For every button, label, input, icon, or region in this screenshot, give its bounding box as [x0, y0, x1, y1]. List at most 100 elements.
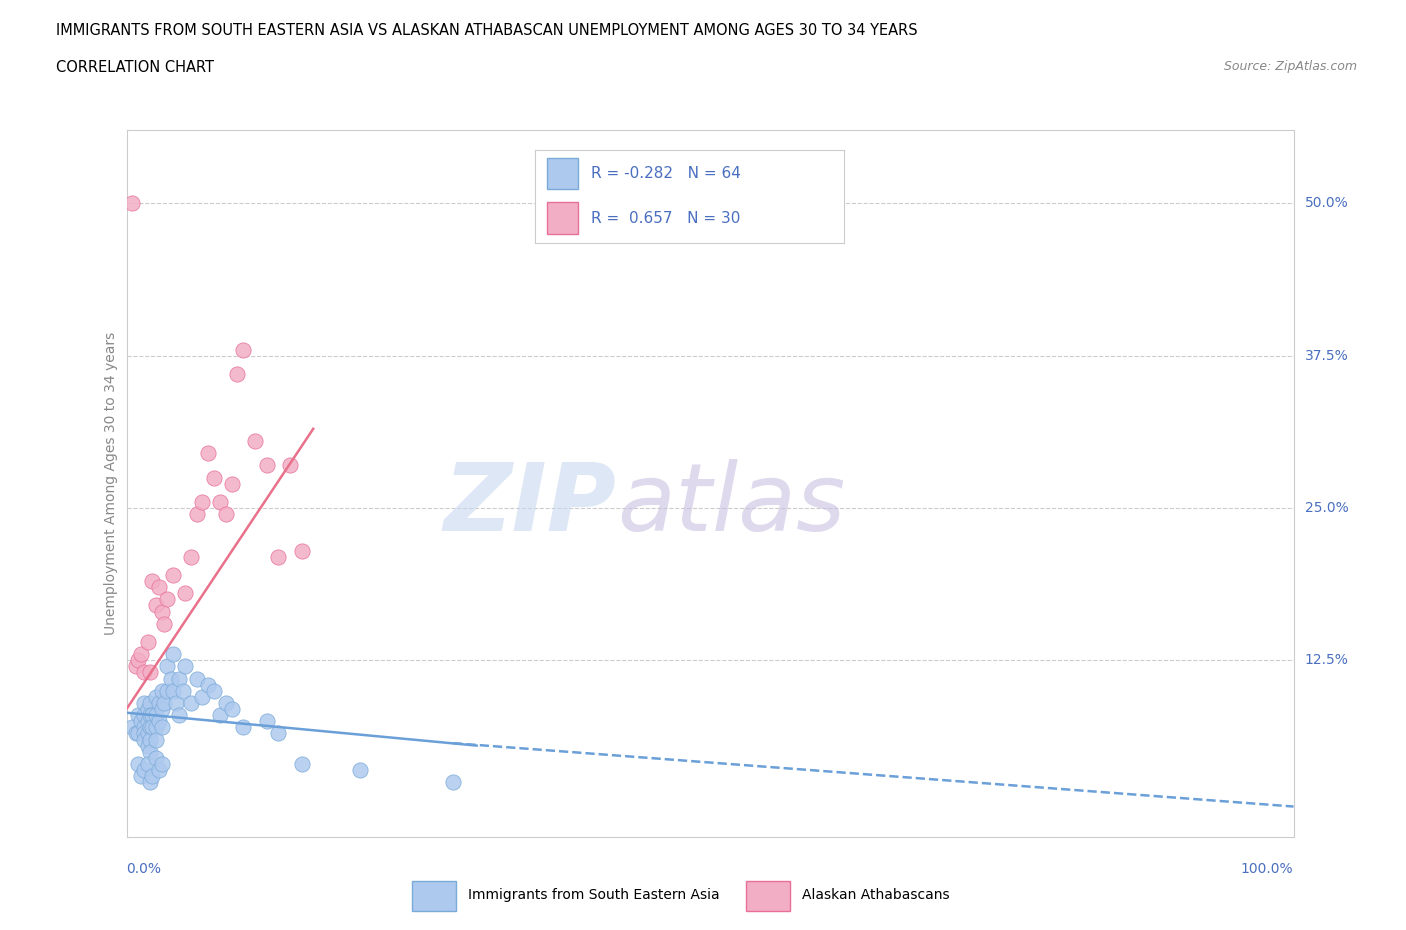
Point [139, 744, 162, 759]
Point [156, 591, 179, 606]
Point [139, 696, 162, 711]
Point [208, 708, 231, 723]
Point [127, 726, 149, 741]
FancyBboxPatch shape [547, 203, 578, 234]
Point [127, 756, 149, 771]
Point [441, 775, 464, 790]
Point [139, 732, 162, 747]
Point [121, 720, 143, 735]
Point [349, 763, 371, 777]
Point [132, 732, 155, 747]
Point [129, 714, 152, 729]
Point [162, 646, 184, 661]
Point [125, 726, 148, 741]
Point [150, 720, 173, 735]
Point [121, 196, 143, 211]
Point [215, 507, 238, 522]
Point [172, 684, 194, 698]
Text: IMMIGRANTS FROM SOUTH EASTERN ASIA VS ALASKAN ATHABASCAN UNEMPLOYMENT AMONG AGES: IMMIGRANTS FROM SOUTH EASTERN ASIA VS AL… [56, 23, 918, 38]
Point [145, 598, 167, 613]
Point [180, 696, 202, 711]
Point [174, 659, 197, 674]
Point [132, 708, 155, 723]
Text: 50.0%: 50.0% [1305, 196, 1348, 210]
Point [125, 659, 148, 674]
Point [136, 738, 159, 753]
Point [197, 445, 219, 460]
Point [129, 768, 152, 783]
Point [191, 689, 214, 704]
Point [132, 763, 155, 777]
Point [186, 507, 208, 522]
Point [162, 567, 184, 582]
Point [167, 708, 190, 723]
Point [141, 768, 163, 783]
Point [165, 696, 187, 711]
FancyBboxPatch shape [547, 158, 578, 190]
Point [136, 756, 159, 771]
Text: 25.0%: 25.0% [1305, 501, 1348, 515]
Text: R = -0.282   N = 64: R = -0.282 N = 64 [591, 166, 741, 181]
Point [129, 646, 152, 661]
Point [132, 726, 155, 741]
Point [141, 720, 163, 735]
Point [215, 696, 238, 711]
Point [221, 701, 243, 716]
Point [148, 696, 170, 711]
FancyBboxPatch shape [412, 881, 456, 911]
Point [267, 726, 290, 741]
Point [153, 696, 176, 711]
Point [141, 708, 163, 723]
Point [136, 634, 159, 649]
Point [148, 763, 170, 777]
Point [162, 684, 184, 698]
Point [221, 476, 243, 491]
Point [132, 665, 155, 680]
Point [132, 696, 155, 711]
Point [139, 720, 162, 735]
Point [167, 671, 190, 686]
Point [145, 732, 167, 747]
Point [256, 714, 278, 729]
Point [290, 543, 312, 558]
Point [148, 714, 170, 729]
Point [150, 756, 173, 771]
Point [145, 751, 167, 765]
Point [186, 671, 208, 686]
Point [156, 659, 179, 674]
Text: CORRELATION CHART: CORRELATION CHART [56, 60, 214, 75]
Point [191, 495, 214, 510]
Point [208, 495, 231, 510]
Point [136, 701, 159, 716]
Text: 100.0%: 100.0% [1241, 862, 1294, 876]
Point [141, 574, 163, 589]
Point [232, 342, 254, 357]
Point [180, 550, 202, 565]
Text: Alaskan Athabascans: Alaskan Athabascans [801, 888, 949, 902]
Point [150, 604, 173, 619]
Point [148, 579, 170, 594]
Point [278, 458, 301, 472]
Point [232, 720, 254, 735]
Point [145, 720, 167, 735]
Point [136, 714, 159, 729]
Point [127, 708, 149, 723]
Point [156, 684, 179, 698]
Point [139, 665, 162, 680]
Point [127, 653, 149, 668]
Text: 37.5%: 37.5% [1305, 349, 1348, 363]
Point [150, 684, 173, 698]
Point [139, 708, 162, 723]
Text: 0.0%: 0.0% [127, 862, 162, 876]
Point [290, 756, 312, 771]
Point [226, 366, 249, 381]
Point [243, 433, 266, 448]
Point [174, 586, 197, 601]
Text: Source: ZipAtlas.com: Source: ZipAtlas.com [1223, 60, 1357, 73]
Point [145, 708, 167, 723]
Point [136, 726, 159, 741]
Text: atlas: atlas [617, 459, 845, 551]
Point [150, 701, 173, 716]
Point [256, 458, 278, 472]
Point [132, 720, 155, 735]
